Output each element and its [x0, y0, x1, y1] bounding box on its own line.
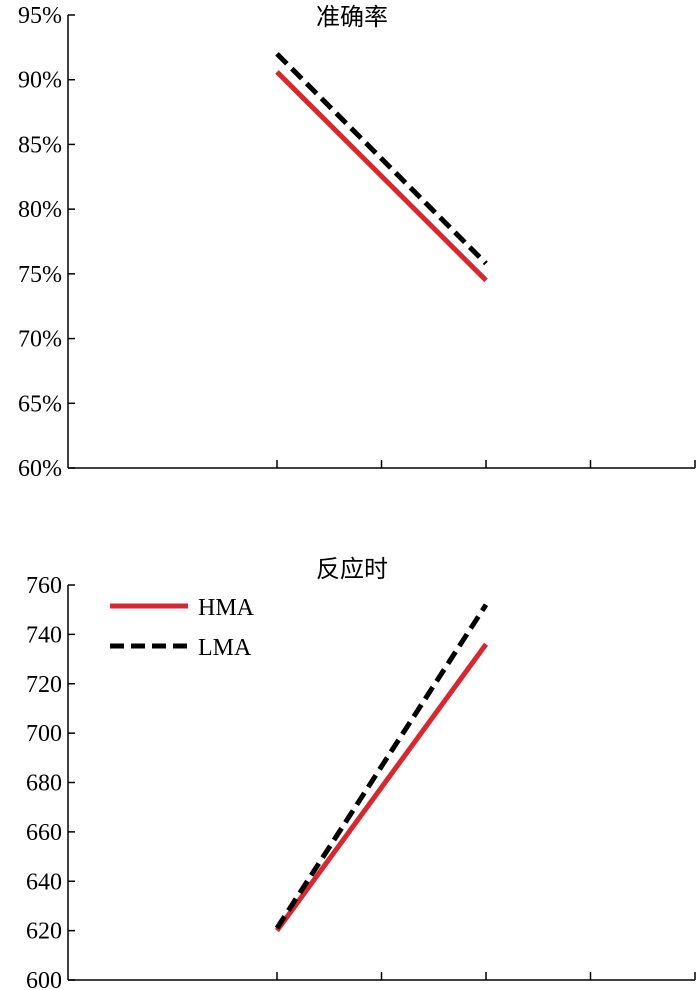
axes	[67, 585, 695, 981]
y-tick-label: 60%	[18, 456, 62, 482]
y-tick-label: 70%	[18, 327, 62, 353]
series-layer	[275, 52, 488, 283]
y-tick-label: 740	[26, 622, 62, 648]
series-line-lma	[274, 603, 489, 930]
y-tick-label: 700	[26, 721, 62, 747]
y-tick-label: 680	[26, 771, 62, 797]
x-axis-ticks	[276, 460, 696, 468]
chart-title: 准确率	[316, 3, 388, 31]
accuracy-chart: 准确率 60% 65% 70% 75% 80% 85% 90% 95%	[18, 3, 696, 482]
axes	[67, 15, 695, 469]
y-tick-label: 760	[26, 573, 62, 599]
y-tick-label: 660	[26, 820, 62, 846]
legend-label-lma: LMA	[198, 635, 252, 661]
series-layer	[274, 603, 489, 933]
series-line-hma	[274, 642, 489, 933]
legend: HMA LMA	[110, 595, 255, 661]
chart-title: 反应时	[316, 555, 388, 583]
y-tick-label: 720	[26, 672, 62, 698]
series-line-lma	[275, 52, 488, 266]
y-tick-label: 80%	[18, 197, 62, 223]
y-tick-label: 640	[26, 869, 62, 895]
y-tick-label: 85%	[18, 132, 62, 158]
x-axis-ticks	[276, 972, 696, 980]
reaction-time-chart: 反应时 600 620 640 660 680 700 720 740 760 HMA LMA	[26, 555, 696, 990]
y-tick-label: 90%	[18, 68, 62, 94]
y-axis-ticks: 600 620 640 660 680 700 720 740 760	[26, 573, 75, 990]
y-tick-label: 75%	[18, 262, 62, 288]
series-line-hma	[275, 70, 488, 283]
y-tick-label: 620	[26, 919, 62, 945]
y-tick-label: 65%	[18, 391, 62, 417]
y-tick-label: 600	[26, 968, 62, 990]
y-axis-ticks: 60% 65% 70% 75% 80% 85% 90% 95%	[18, 3, 75, 482]
legend-label-hma: HMA	[198, 595, 255, 621]
y-tick-label: 95%	[18, 3, 62, 29]
